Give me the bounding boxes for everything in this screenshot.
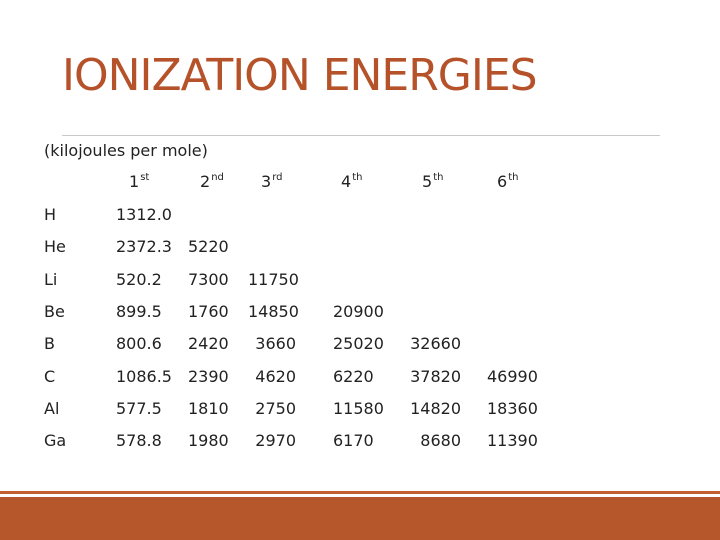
ionization-value: 8680 xyxy=(420,431,461,451)
ionization-value: 4620 xyxy=(255,366,296,386)
ionization-value: 3660 xyxy=(255,334,296,354)
column-header-suffix: rd xyxy=(272,172,283,183)
ionization-value: 14820 xyxy=(410,398,461,418)
element-symbol: H xyxy=(44,205,57,224)
element-symbol: Al xyxy=(44,398,60,418)
ionization-value: 800.6 xyxy=(116,334,162,354)
ionization-value: 2970 xyxy=(255,431,296,451)
column-header-number: 3 xyxy=(261,172,272,191)
footer-bar xyxy=(0,497,720,540)
ionization-value: 11580 xyxy=(333,398,384,418)
ionization-value: 899.5 xyxy=(116,301,162,321)
ionization-value: 2750 xyxy=(255,398,296,418)
ionization-value: 1312.0 xyxy=(116,205,172,224)
ionization-value: 6170 xyxy=(333,431,374,451)
ionization-value: 32660 xyxy=(410,334,461,354)
footer-line xyxy=(0,491,720,494)
ionization-value: 11750 xyxy=(248,269,299,289)
column-header-suffix: th xyxy=(433,172,444,183)
column-header-suffix: nd xyxy=(211,172,224,183)
ionization-value: 1760 xyxy=(188,301,229,321)
column-header-suffix: st xyxy=(140,172,150,183)
ionization-value: 577.5 xyxy=(116,398,162,418)
column-header-6: 6th xyxy=(497,172,518,191)
column-header-number: 4 xyxy=(341,172,352,191)
ionization-value: 578.8 xyxy=(116,431,162,451)
element-symbol: He xyxy=(44,237,66,257)
ionization-value: 18360 xyxy=(487,398,538,418)
column-header-5: 5th xyxy=(422,172,443,191)
column-header-2: 2nd xyxy=(200,172,224,191)
element-symbol: Li xyxy=(44,269,58,289)
column-header-suffix: th xyxy=(352,172,363,183)
column-header-3: 3rd xyxy=(261,172,282,191)
element-symbol: B xyxy=(44,334,55,354)
ionization-value: 2420 xyxy=(188,334,229,354)
slide-title: IONIZATION ENERGIES xyxy=(62,50,538,101)
ionization-value: 6220 xyxy=(333,366,374,386)
element-symbol: Ga xyxy=(44,431,67,451)
column-header-number: 6 xyxy=(497,172,508,191)
ionization-value: 520.2 xyxy=(116,269,162,289)
ionization-value: 2372.3 xyxy=(116,237,172,257)
column-header-number: 2 xyxy=(200,172,211,191)
column-header-suffix: th xyxy=(508,172,519,183)
column-header-number: 1 xyxy=(129,172,140,191)
ionization-value: 1980 xyxy=(188,431,229,451)
ionization-value: 7300 xyxy=(188,269,229,289)
ionization-value: 1086.5 xyxy=(116,366,172,386)
ionization-value: 11390 xyxy=(487,431,538,451)
title-divider xyxy=(62,135,660,136)
units-subtitle: (kilojoules per mole) xyxy=(44,141,208,160)
column-header-4: 4th xyxy=(341,172,362,191)
column-header-number: 5 xyxy=(422,172,433,191)
element-symbol: Be xyxy=(44,301,65,321)
element-symbol: C xyxy=(44,366,56,386)
ionization-value: 37820 xyxy=(410,366,461,386)
column-header-1: 1st xyxy=(129,172,149,191)
ionization-value: 1810 xyxy=(188,398,229,418)
ionization-value: 14850 xyxy=(248,301,299,321)
ionization-value: 25020 xyxy=(333,334,384,354)
ionization-value: 46990 xyxy=(487,366,538,386)
ionization-value: 2390 xyxy=(188,366,229,386)
ionization-value: 20900 xyxy=(333,301,384,321)
ionization-value: 5220 xyxy=(188,237,229,257)
